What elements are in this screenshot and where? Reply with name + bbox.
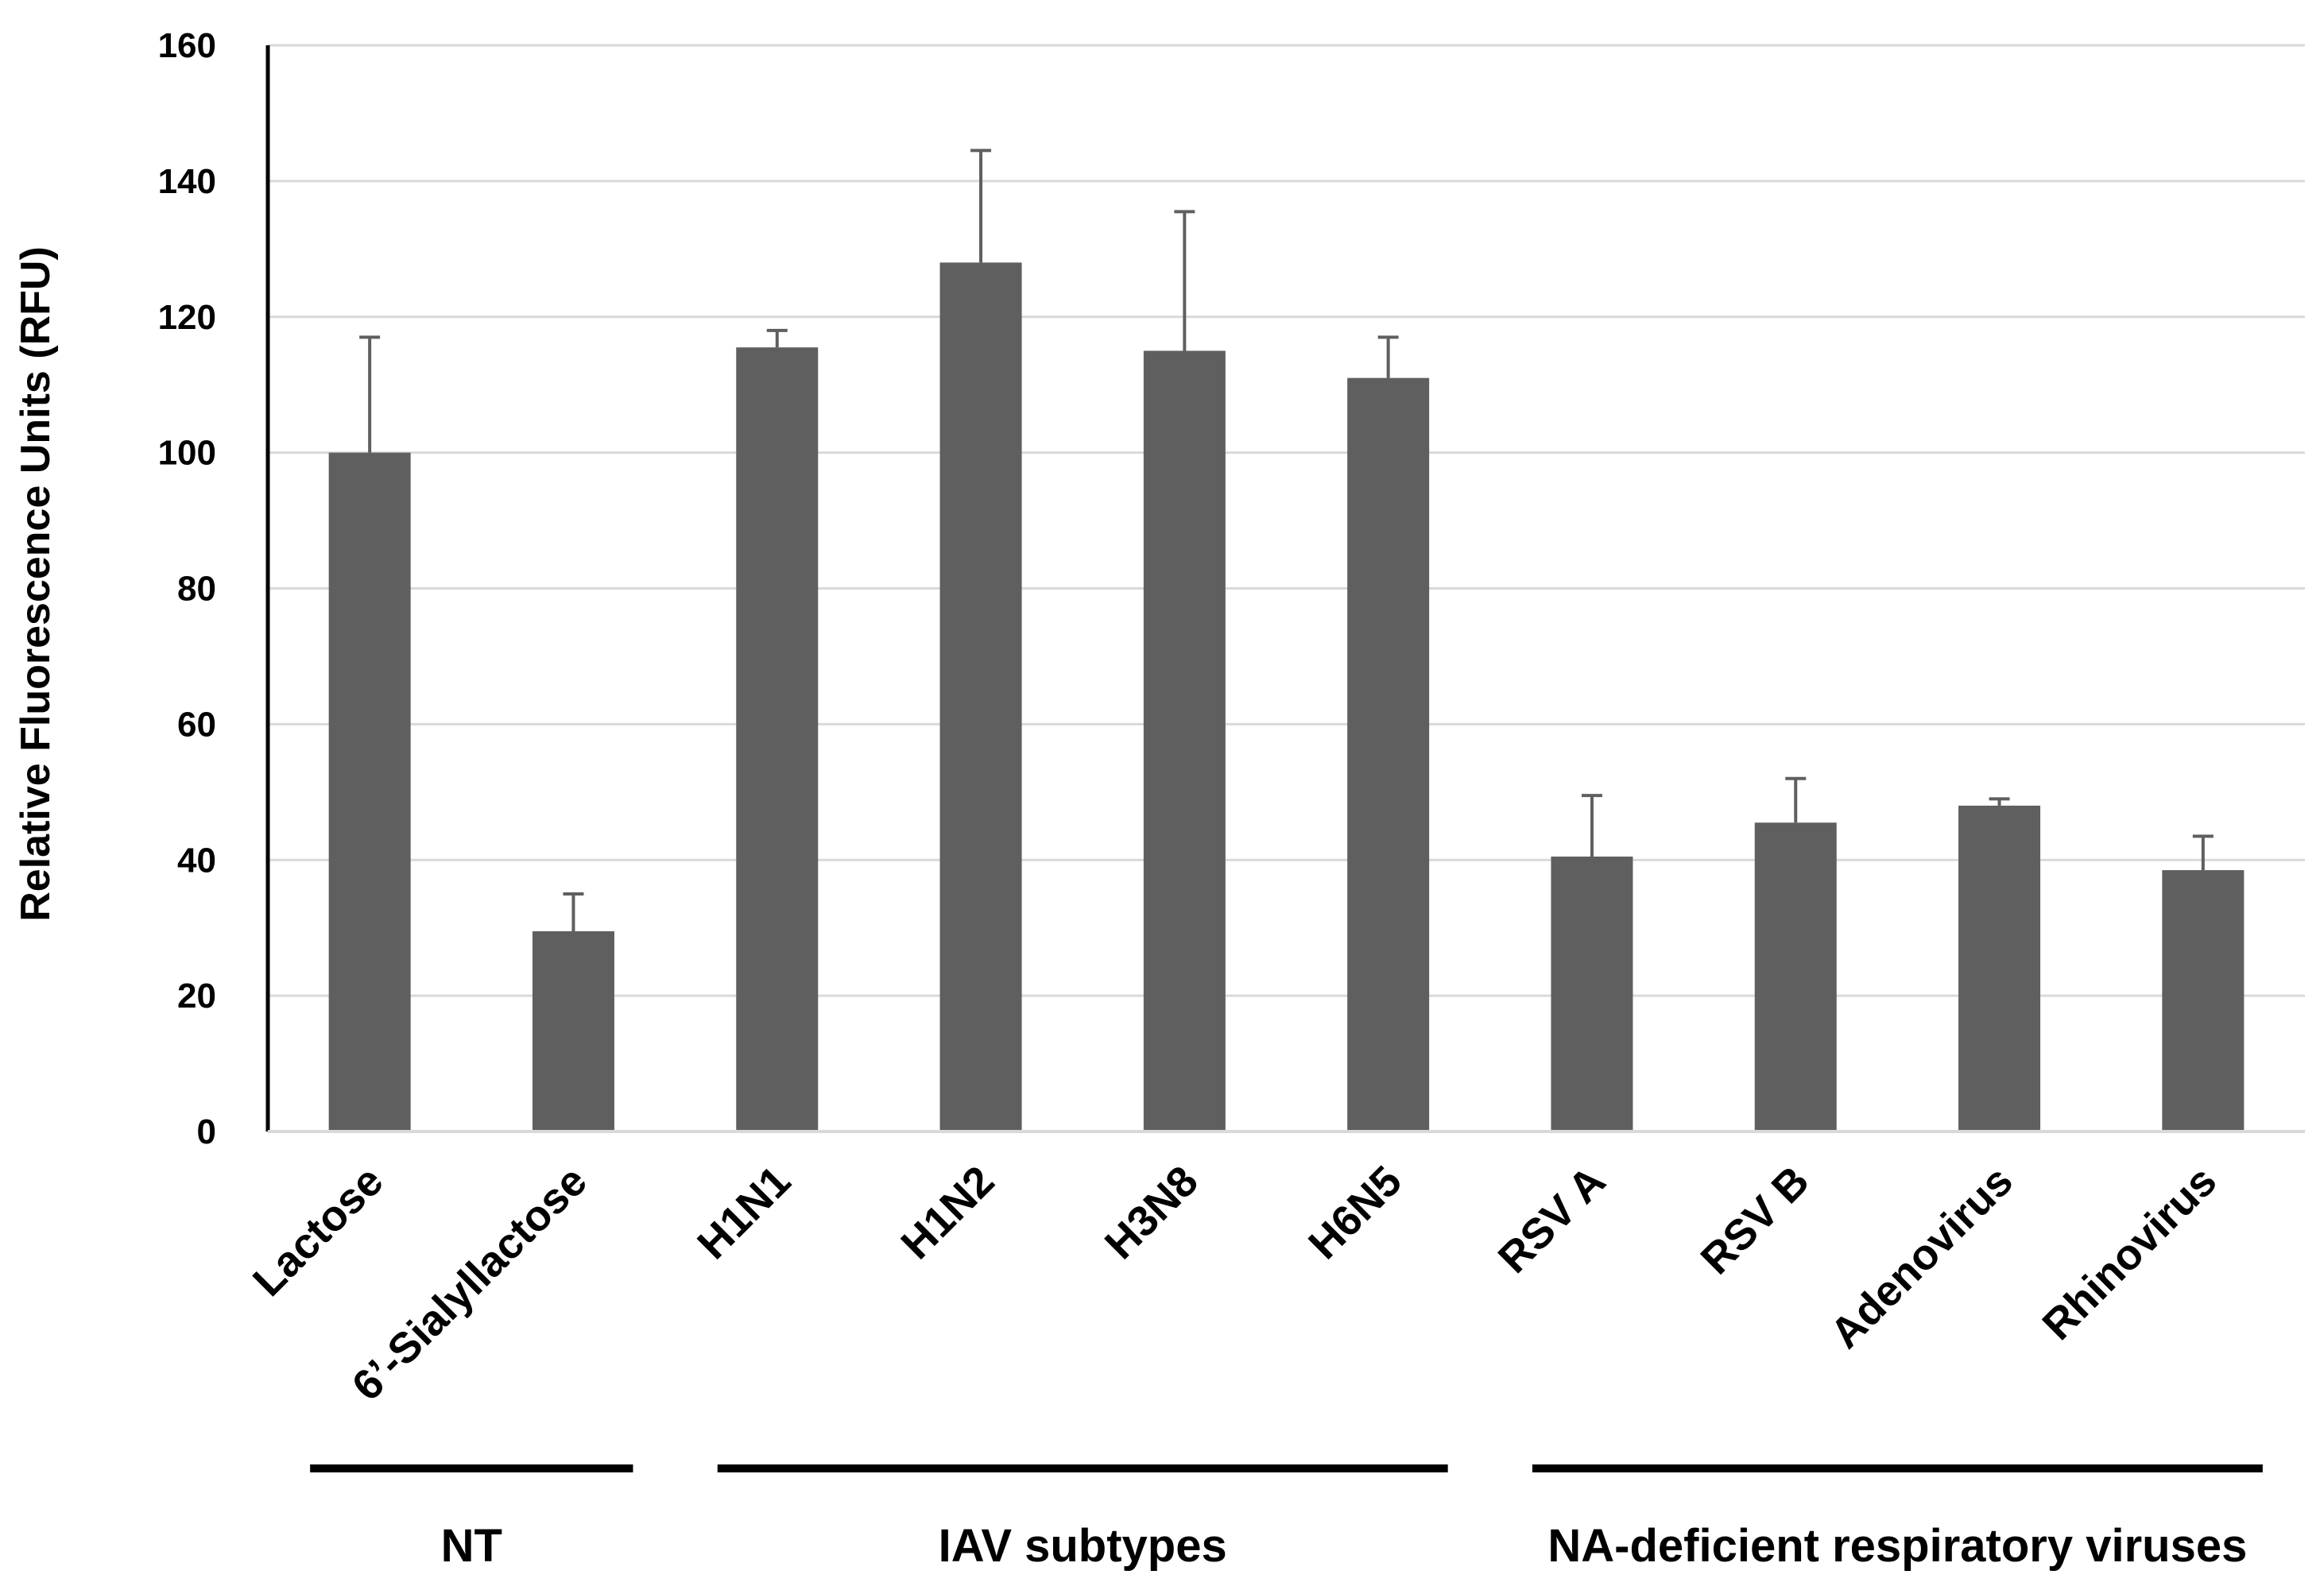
y-tick-labels: 0 20 40 60 80 100 120 140 160: [158, 26, 216, 1151]
x-tick-label: H6N5: [1300, 1157, 1411, 1268]
error-bar: [766, 328, 788, 348]
y-axis-title: Relative Fluorescence Units (RFU): [13, 246, 59, 922]
x-tick-label: H1N1: [688, 1157, 800, 1268]
y-tick-label: 40: [177, 841, 216, 880]
bar: [736, 347, 819, 1132]
x-tick-label: H3N8: [1096, 1157, 1207, 1268]
bar: [2162, 870, 2245, 1132]
bar: [1754, 822, 1837, 1132]
y-tick-label: 0: [197, 1112, 216, 1151]
y-tick-label: 120: [158, 298, 216, 337]
bar: [1143, 350, 1226, 1132]
y-tick-label: 100: [158, 434, 216, 473]
error-bar: [970, 149, 992, 263]
error-bar: [1989, 797, 2010, 806]
x-tick-label: RSV A: [1489, 1157, 1615, 1282]
x-tick-label: Rhinovirus: [2033, 1157, 2225, 1349]
x-tick-label: RSV B: [1692, 1157, 1819, 1283]
bars: [328, 262, 2245, 1132]
error-bar: [1377, 335, 1399, 378]
y-tick-label: 60: [177, 705, 216, 744]
y-tick-label: 160: [158, 26, 216, 65]
bar: [1551, 856, 1633, 1132]
group-label: NA-deficient respiratory viruses: [1547, 1520, 2247, 1572]
bar: [1958, 805, 2041, 1132]
error-bar: [1581, 794, 1602, 857]
y-tick-label: 80: [177, 570, 216, 609]
y-tick-label: 20: [177, 977, 216, 1016]
group-label: IAV subtypes: [939, 1520, 1227, 1572]
axes: [265, 45, 2305, 1133]
error-bars: [359, 149, 2214, 931]
bar: [328, 452, 411, 1132]
error-bar: [359, 335, 381, 453]
bar: [532, 930, 614, 1132]
group-annotations: NT IAV subtypes NA-deficient respiratory v…: [310, 1464, 2263, 1572]
gridlines: [268, 44, 2305, 997]
x-tick-label: H1N2: [892, 1157, 1003, 1268]
y-tick-label: 140: [158, 162, 216, 201]
error-bar: [2192, 834, 2214, 871]
x-tick-label: Adenovirus: [1822, 1157, 2022, 1357]
error-bar: [1174, 210, 1195, 351]
bar: [1347, 377, 1430, 1132]
error-bar: [1785, 776, 1807, 823]
bar: [939, 262, 1022, 1132]
error-bar: [563, 892, 584, 931]
x-tick-label: Lactose: [244, 1157, 393, 1306]
group-label: NT: [441, 1520, 502, 1572]
